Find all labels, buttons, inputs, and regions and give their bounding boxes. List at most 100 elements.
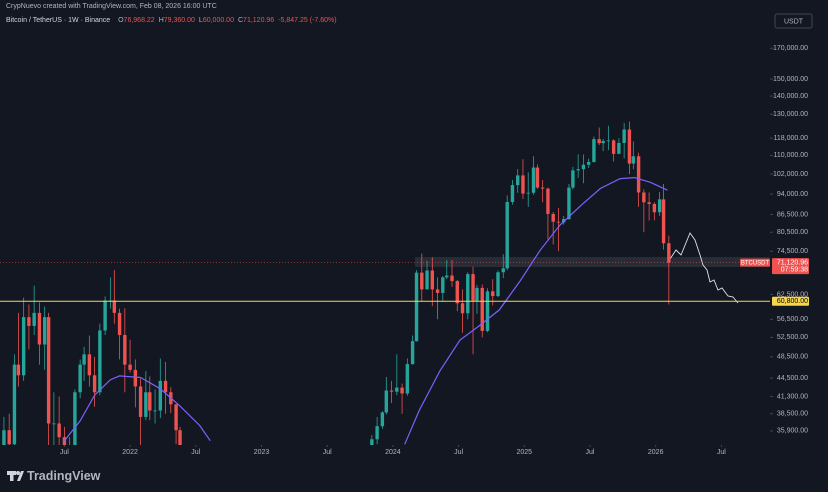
symbol-title: Bitcoin / TetherUS · 1W · Binance bbox=[6, 17, 110, 24]
symbol-tag bbox=[740, 258, 770, 267]
candle-body bbox=[510, 185, 515, 203]
candle-body bbox=[12, 364, 17, 445]
candle-body bbox=[581, 164, 586, 170]
candle-body bbox=[27, 317, 31, 326]
candle-body bbox=[435, 289, 440, 293]
candle-body bbox=[420, 272, 424, 290]
candle-body bbox=[375, 426, 379, 440]
zone bbox=[415, 257, 770, 267]
y-tick-label: 110,000.00 bbox=[773, 152, 808, 159]
candle-body bbox=[82, 354, 86, 365]
y-tick-label: 62,500.00 bbox=[777, 291, 808, 298]
candle-body bbox=[133, 369, 138, 387]
candle-body bbox=[158, 380, 163, 411]
candle-body bbox=[455, 281, 459, 304]
x-tick-label: 2025 bbox=[516, 449, 532, 456]
candle-body bbox=[148, 392, 152, 411]
candle-body bbox=[153, 410, 157, 412]
candle-body bbox=[636, 156, 641, 193]
y-tick-label: 44,500.00 bbox=[777, 375, 808, 382]
projection-path bbox=[667, 232, 739, 304]
x-tick-label: Jul bbox=[586, 449, 595, 456]
ohlc-key: L bbox=[199, 17, 203, 24]
candle-body bbox=[380, 412, 385, 427]
ohlc-key: C bbox=[238, 17, 243, 24]
candle-body bbox=[450, 275, 454, 282]
candle-body bbox=[7, 430, 11, 445]
level-label: 60,800.00 bbox=[777, 298, 808, 305]
candle-body bbox=[622, 129, 626, 143]
candle-body bbox=[410, 341, 415, 365]
logo-dot bbox=[16, 471, 20, 475]
candle-body bbox=[521, 175, 525, 194]
symbol-label: BTCUSDT bbox=[741, 260, 770, 266]
candle-body bbox=[571, 170, 575, 188]
y-tick-label: 56,500.00 bbox=[777, 316, 808, 323]
ohlc-key: H bbox=[159, 17, 164, 24]
x-tick-label: 2023 bbox=[254, 449, 270, 456]
candle-body bbox=[144, 392, 148, 417]
y-tick-label: 140,000.00 bbox=[773, 93, 808, 100]
candle-body bbox=[62, 437, 67, 445]
candle-body bbox=[471, 274, 475, 301]
candle-body bbox=[174, 404, 178, 431]
y-tick-label: 80,500.00 bbox=[777, 229, 808, 236]
candle-body bbox=[128, 364, 132, 370]
candle-body bbox=[32, 312, 36, 326]
logo-slash bbox=[17, 471, 24, 481]
candle-body bbox=[642, 192, 646, 203]
candle-body bbox=[441, 277, 445, 293]
moving-average bbox=[63, 375, 211, 442]
candle-body bbox=[597, 139, 601, 144]
candle-body bbox=[485, 291, 490, 331]
candle-body bbox=[505, 202, 509, 269]
candle-body bbox=[57, 423, 61, 438]
candle-body bbox=[611, 140, 616, 154]
y-tick-label: 41,300.00 bbox=[777, 393, 808, 400]
candle-body bbox=[601, 141, 605, 144]
moving-average bbox=[404, 176, 668, 445]
candle-body bbox=[526, 192, 530, 194]
x-tick-label: 2026 bbox=[648, 449, 664, 456]
candle-body bbox=[546, 188, 550, 214]
candle-body bbox=[540, 187, 545, 189]
candle-body bbox=[667, 243, 671, 263]
candle-body bbox=[562, 219, 566, 223]
candle-body bbox=[98, 330, 102, 393]
candle-body bbox=[73, 392, 77, 445]
plot-area bbox=[2, 121, 671, 445]
price-tag bbox=[772, 258, 809, 275]
candle-body bbox=[395, 387, 399, 392]
ohlc-key: O bbox=[118, 17, 124, 24]
y-tick-label: 150,000.00 bbox=[773, 76, 808, 83]
candle-body bbox=[627, 129, 632, 164]
candle-body bbox=[576, 169, 580, 171]
currency-label[interactable]: USDT bbox=[784, 18, 804, 25]
y-tick-label: 130,000.00 bbox=[773, 111, 808, 118]
candle-body bbox=[661, 199, 666, 244]
candle-body bbox=[617, 142, 621, 154]
candle-body bbox=[52, 423, 56, 425]
candle-body bbox=[92, 375, 97, 393]
currency-button[interactable] bbox=[774, 13, 813, 29]
x-tick-label: 2022 bbox=[122, 449, 138, 456]
candle-body bbox=[592, 139, 596, 162]
candle-body bbox=[425, 270, 429, 290]
candle-body bbox=[466, 274, 470, 314]
y-tick-label: 48,500.00 bbox=[777, 354, 808, 361]
candle-body bbox=[37, 312, 42, 345]
candle-body bbox=[163, 380, 168, 393]
candle-body bbox=[606, 140, 611, 142]
y-tick-label: 38,500.00 bbox=[777, 411, 808, 418]
brand: TradingView bbox=[27, 469, 101, 483]
candle-body bbox=[491, 291, 495, 297]
level-tag bbox=[772, 296, 809, 306]
candle-body bbox=[460, 303, 465, 314]
ohlc-value: 79,360.00 bbox=[164, 17, 195, 24]
candle-body bbox=[496, 272, 500, 297]
candle-body bbox=[400, 387, 404, 394]
candle-body bbox=[21, 317, 26, 376]
y-tick-label: 94,000.00 bbox=[777, 191, 808, 198]
ohlc-value: 76,968.22 bbox=[124, 17, 155, 24]
